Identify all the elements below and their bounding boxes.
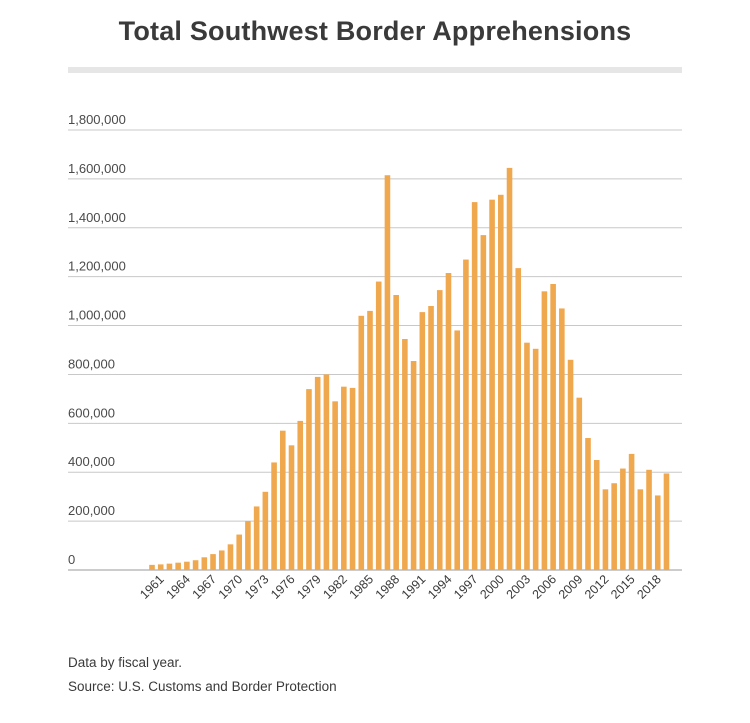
bar-1975 xyxy=(280,430,286,570)
bar-1970 xyxy=(236,534,242,570)
bar-1968 xyxy=(218,550,225,570)
bar-1973 xyxy=(262,491,269,570)
bar-2012 xyxy=(602,489,609,570)
y-tick-label: 600,000 xyxy=(68,405,115,420)
bar-1987 xyxy=(384,175,391,570)
bar-1996 xyxy=(463,259,469,570)
bar-1988 xyxy=(393,295,399,570)
y-tick-label: 1,600,000 xyxy=(68,161,126,176)
x-tick-label: 1997 xyxy=(451,572,481,602)
bar-1991 xyxy=(419,312,426,570)
y-tick-label: 0 xyxy=(68,552,75,567)
bar-2007 xyxy=(559,308,565,570)
bar-2013 xyxy=(611,483,617,570)
bar-2017 xyxy=(646,469,652,570)
bar-2005 xyxy=(541,291,548,570)
y-tick-label: 1,400,000 xyxy=(68,210,126,225)
bar-1999 xyxy=(489,199,495,571)
y-axis-ticks: 0 200,000 400,000 600,000 800,000 1,000,000 1,… xyxy=(68,112,126,567)
x-tick-label: 1961 xyxy=(137,572,167,602)
bar-1982 xyxy=(341,386,347,570)
bar-1995 xyxy=(454,330,460,570)
bar-2002 xyxy=(515,268,522,570)
bar-1978 xyxy=(306,389,312,570)
bar-1997 xyxy=(471,202,478,571)
x-tick-label: 1979 xyxy=(294,572,324,602)
bar-2009 xyxy=(576,397,583,570)
x-tick-label: 2009 xyxy=(556,572,586,602)
title-divider xyxy=(68,67,682,73)
bar-2015 xyxy=(628,453,635,570)
bar-2018 xyxy=(654,495,661,570)
x-tick-label: 2006 xyxy=(530,572,560,602)
bar-1979 xyxy=(314,376,321,570)
bar-1983 xyxy=(349,387,356,570)
bar-1961 xyxy=(157,564,164,570)
x-tick-label: 1970 xyxy=(216,572,246,602)
bars xyxy=(149,167,670,571)
bar-2004 xyxy=(532,348,539,570)
bar-1985 xyxy=(367,310,373,570)
bar-2011 xyxy=(593,460,600,570)
y-tick-label: 400,000 xyxy=(68,454,115,469)
bar-1971 xyxy=(245,521,251,570)
y-tick-label: 1,800,000 xyxy=(68,112,126,127)
x-tick-label: 1964 xyxy=(163,572,193,602)
bar-1960 xyxy=(149,564,155,570)
y-tick-label: 200,000 xyxy=(68,503,115,518)
bar-1994 xyxy=(445,273,452,570)
bar-1990 xyxy=(410,361,417,570)
x-tick-label: 1991 xyxy=(399,572,429,602)
bar-2006 xyxy=(550,284,556,570)
x-tick-label: 1994 xyxy=(425,572,455,602)
bar-2003 xyxy=(524,342,530,570)
x-tick-label: 1985 xyxy=(347,572,377,602)
x-tick-label: 1988 xyxy=(373,572,403,602)
x-tick-label: 2012 xyxy=(582,572,612,602)
x-tick-label: 2000 xyxy=(477,572,507,602)
bar-1972 xyxy=(253,506,260,570)
chart-title: Total Southwest Border Apprehensions xyxy=(118,16,632,46)
x-tick-label: 1973 xyxy=(242,572,272,602)
bar-2008 xyxy=(567,359,574,570)
y-tick-label: 1,000,000 xyxy=(68,308,126,323)
x-axis-ticks: 1961196419671970197319761979198219851988… xyxy=(137,572,664,602)
bar-1992 xyxy=(428,306,434,570)
bar-1963 xyxy=(175,562,181,570)
x-tick-label: 2015 xyxy=(608,572,638,602)
bar-1989 xyxy=(402,339,408,570)
x-tick-label: 2018 xyxy=(634,572,664,602)
footnote-source: Source: U.S. Customs and Border Protecti… xyxy=(68,679,337,694)
bar-1965 xyxy=(192,560,199,570)
bar-1969 xyxy=(227,544,234,570)
bar-2016 xyxy=(637,489,644,570)
x-tick-label: 1967 xyxy=(190,572,220,602)
bar-1962 xyxy=(166,563,173,570)
bar-1976 xyxy=(288,445,295,570)
footnote-fiscal-year: Data by fiscal year. xyxy=(68,655,183,670)
bar-2000 xyxy=(498,194,504,570)
bar-1974 xyxy=(271,462,277,570)
bar-2010 xyxy=(585,438,591,570)
bar-1981 xyxy=(332,401,338,570)
bar-1967 xyxy=(210,554,216,570)
bar-1984 xyxy=(358,315,365,570)
x-tick-label: 2003 xyxy=(504,572,534,602)
bar-1977 xyxy=(297,420,304,570)
x-tick-label: 1976 xyxy=(268,572,298,602)
bar-1966 xyxy=(201,557,208,570)
bar-2001 xyxy=(506,167,513,570)
x-tick-label: 1982 xyxy=(320,572,350,602)
bar-undefined xyxy=(663,473,670,570)
bar-2014 xyxy=(620,468,626,570)
bar-1998 xyxy=(480,235,487,571)
bar-1993 xyxy=(436,290,443,570)
bar-1986 xyxy=(375,281,382,570)
y-tick-label: 800,000 xyxy=(68,356,115,371)
bar-1980 xyxy=(323,374,330,570)
y-tick-label: 1,200,000 xyxy=(68,259,126,274)
bar-1964 xyxy=(184,561,190,570)
